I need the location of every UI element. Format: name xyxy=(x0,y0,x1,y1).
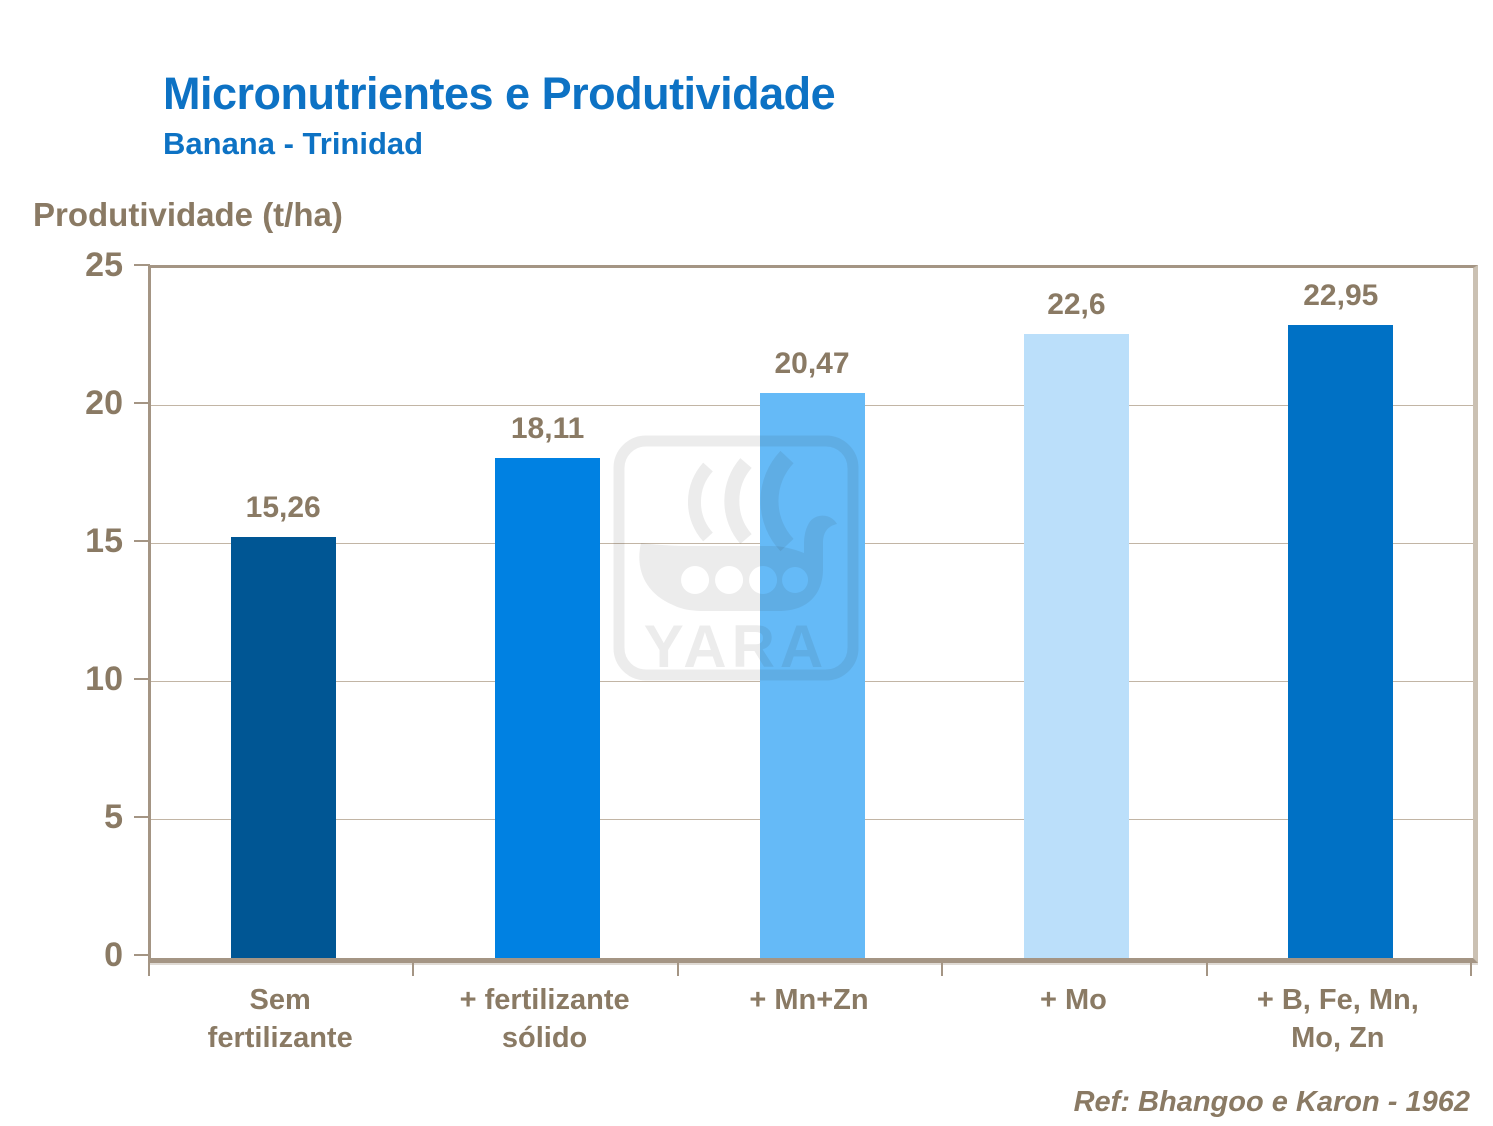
category-label: + Mn+Zn xyxy=(749,984,869,1016)
bar-3 xyxy=(759,393,865,958)
bar-value-label: 20,47 xyxy=(774,347,850,381)
bar-value-label: 22,6 xyxy=(1047,288,1106,322)
watermark-ship-hull-icon xyxy=(639,515,837,611)
x-tick xyxy=(676,963,679,976)
category-label: + Mo xyxy=(1039,984,1107,1016)
bar-value-label: 18,11 xyxy=(510,412,585,446)
y-tick-label-10: 10 xyxy=(85,660,123,698)
watermark-text: YARA xyxy=(644,613,829,680)
category-label: + B, Fe, Mn, Mo, Zn xyxy=(1256,984,1419,1054)
y-tick-label-15: 15 xyxy=(85,522,123,560)
y-tick-label-5: 5 xyxy=(104,798,123,836)
bar-5 xyxy=(1288,324,1394,958)
y-tick xyxy=(134,678,150,680)
bar-1 xyxy=(230,536,336,958)
y-tick xyxy=(134,402,150,404)
x-tick xyxy=(148,963,150,976)
chart-subtitle: Banana - Trinidad xyxy=(163,126,424,161)
watermark-ship-sails-icon xyxy=(688,450,794,552)
bar-value-label: 15,26 xyxy=(245,490,321,524)
yara-watermark-logo: YARA xyxy=(613,435,859,681)
y-tick xyxy=(134,264,150,266)
category-label: Sem fertilizante xyxy=(207,984,353,1054)
y-tick-label-0: 0 xyxy=(104,936,123,974)
bar-4 xyxy=(1023,334,1129,958)
bar-2 xyxy=(495,458,601,958)
chart-title: Micronutrientes e Produtividade xyxy=(163,68,836,119)
x-tick xyxy=(1205,963,1208,976)
y-axis-title: Produtividade (t/ha) xyxy=(33,196,343,233)
y-tick-label-25: 25 xyxy=(85,246,123,284)
y-tick-label-20: 20 xyxy=(85,384,123,422)
x-tick xyxy=(412,963,415,976)
y-tick xyxy=(134,540,150,542)
y-tick xyxy=(134,816,150,818)
plot-area: 15,26 18,11 20,47 22,6 22,95 xyxy=(148,265,1478,963)
bar-value-label: 22,95 xyxy=(1303,278,1379,312)
category-label: + fertilizante sólido xyxy=(459,984,630,1054)
y-tick xyxy=(134,954,150,956)
x-tick xyxy=(941,963,944,976)
watermark-frame xyxy=(613,435,859,681)
reference-text: Ref: Bhangoo e Karon - 1962 xyxy=(1073,1086,1470,1118)
x-tick xyxy=(1470,963,1472,976)
